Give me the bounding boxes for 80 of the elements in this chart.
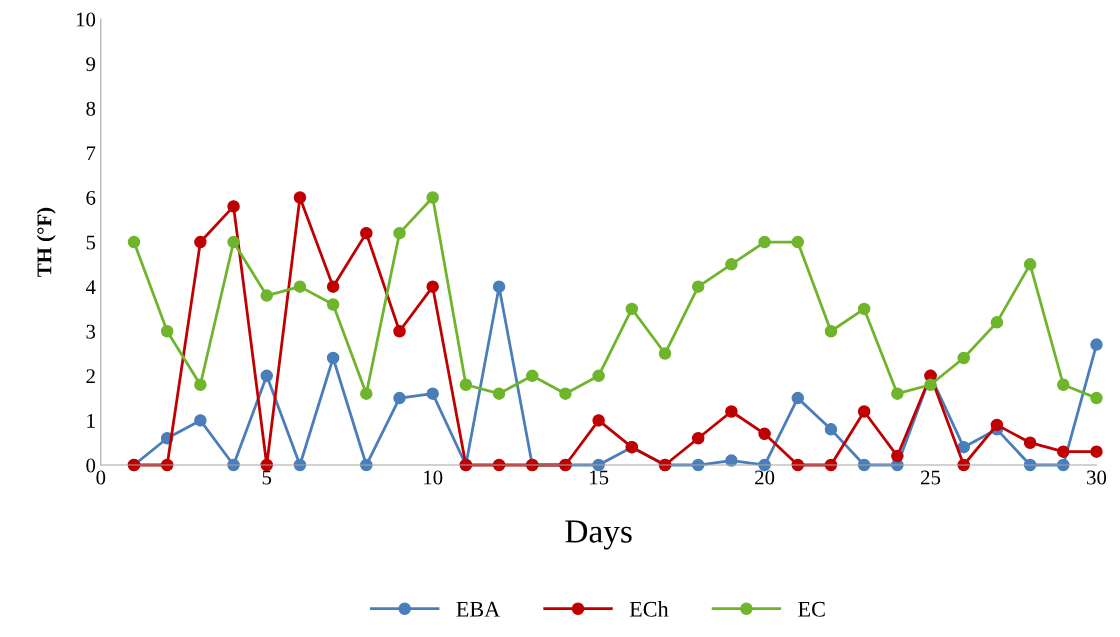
point <box>360 387 373 400</box>
point <box>592 414 605 427</box>
y-tick-label: 2 <box>86 369 95 384</box>
y-tick-label: 6 <box>86 190 96 205</box>
point <box>326 298 340 311</box>
point <box>526 369 539 383</box>
point <box>1090 445 1103 458</box>
y-tick-label: 9 <box>86 57 96 72</box>
point <box>758 235 771 249</box>
point <box>326 280 340 293</box>
y-tick-label: 10 <box>76 12 96 27</box>
point <box>127 235 141 249</box>
point <box>857 405 871 418</box>
point <box>194 414 207 427</box>
point <box>492 280 506 293</box>
point <box>725 258 738 271</box>
point <box>725 405 738 418</box>
point <box>293 280 307 293</box>
point <box>260 369 273 383</box>
point <box>326 351 340 365</box>
point <box>791 391 805 405</box>
point <box>1057 378 1070 391</box>
y-tick-label: 0 <box>86 458 96 473</box>
point <box>658 347 672 360</box>
point <box>957 351 970 365</box>
point <box>1090 338 1103 351</box>
x-axis-title: Days <box>565 520 632 550</box>
point <box>691 280 705 293</box>
y-axis-title: TH (°F) <box>36 207 56 277</box>
point <box>891 449 904 463</box>
point <box>1090 391 1103 405</box>
y-tick-label: 8 <box>86 101 96 116</box>
point <box>857 302 871 316</box>
point <box>393 391 406 405</box>
y-tick-label: 7 <box>86 146 96 161</box>
point <box>1023 258 1037 271</box>
point <box>260 289 273 302</box>
point <box>924 378 937 391</box>
point <box>393 324 406 338</box>
y-tick-label: 5 <box>86 235 96 250</box>
point <box>691 432 705 445</box>
point <box>194 235 207 249</box>
legend-label: EBA <box>456 601 501 617</box>
point <box>426 280 439 293</box>
point <box>990 316 1004 329</box>
point <box>625 302 639 316</box>
point <box>592 369 605 383</box>
point <box>360 226 373 240</box>
point <box>194 378 207 391</box>
legend-label: ECh <box>629 601 669 617</box>
x-tick-label: 30 <box>1087 470 1107 485</box>
point <box>891 387 904 400</box>
y-tick-label: 1 <box>87 413 95 428</box>
x-tick-label: 15 <box>590 470 609 485</box>
point <box>426 387 439 400</box>
y-tick-label: 4 <box>85 280 96 294</box>
x-tick-label: 5 <box>262 470 272 485</box>
x-tick-label: 0 <box>96 470 106 485</box>
legend-label: EC <box>798 601 825 617</box>
x-tick-label: 20 <box>755 470 775 485</box>
point <box>227 200 240 213</box>
y-tick-label: 3 <box>86 324 96 339</box>
point <box>957 440 970 454</box>
point <box>459 378 473 391</box>
point <box>990 418 1004 432</box>
point <box>824 324 838 338</box>
point <box>824 423 838 436</box>
point <box>160 324 174 338</box>
point <box>393 226 406 240</box>
x-tick-label: 10 <box>424 470 443 485</box>
point <box>559 387 572 400</box>
point <box>492 387 506 400</box>
point <box>758 427 771 441</box>
point <box>227 235 240 249</box>
point <box>1023 436 1037 449</box>
point <box>791 235 805 249</box>
point <box>426 191 439 204</box>
point <box>293 191 307 204</box>
x-tick-label: 25 <box>921 470 941 485</box>
point <box>1057 445 1070 458</box>
